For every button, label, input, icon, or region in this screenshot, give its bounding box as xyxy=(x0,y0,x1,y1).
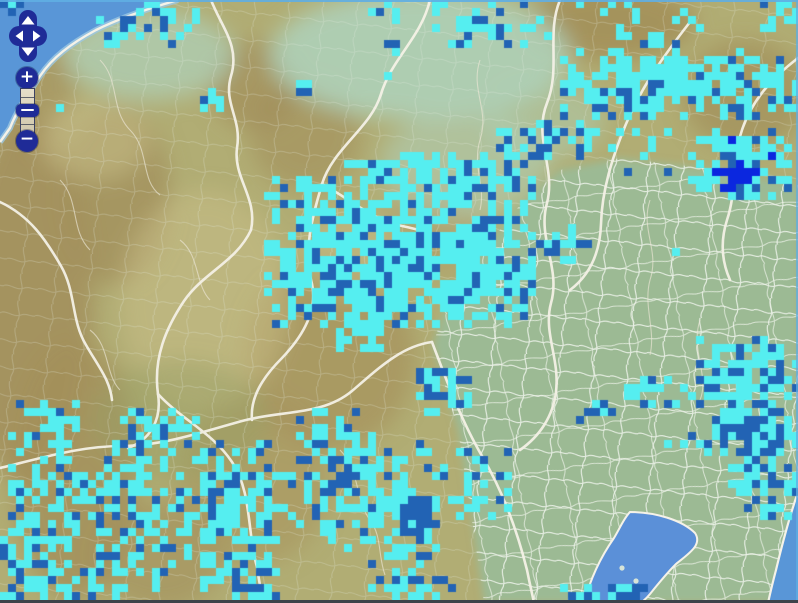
arrow-right-icon[interactable] xyxy=(33,30,41,42)
arrow-down-icon[interactable] xyxy=(21,47,35,57)
arrow-up-icon[interactable] xyxy=(21,16,35,25)
zoom-in-button[interactable]: + xyxy=(16,67,38,89)
pan-control xyxy=(8,9,48,63)
arrow-left-icon[interactable] xyxy=(15,30,24,42)
zoom-in-label: + xyxy=(19,67,35,87)
zoom-slider-handle[interactable] xyxy=(16,104,39,117)
zoom-out-button[interactable]: − xyxy=(16,130,38,152)
zoom-out-label: − xyxy=(19,129,35,149)
